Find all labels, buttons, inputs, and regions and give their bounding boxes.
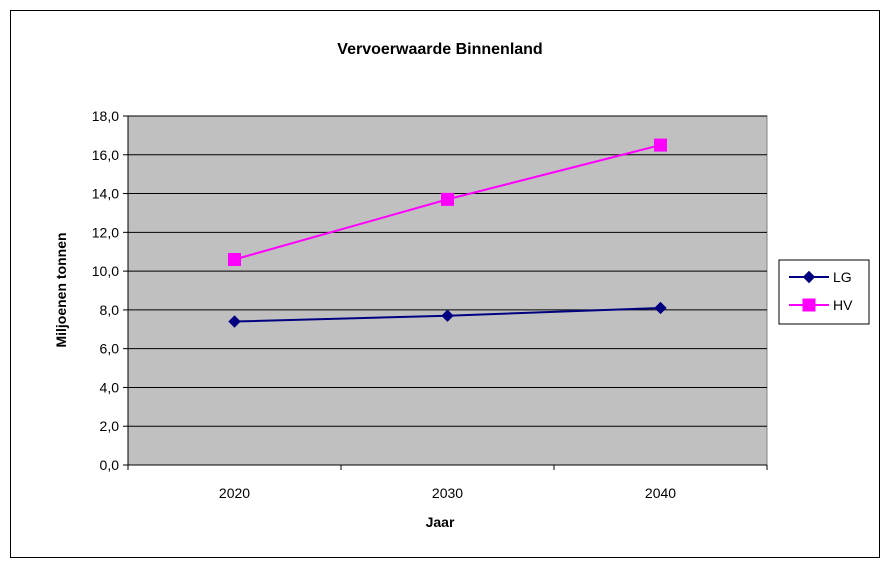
legend-marker [802, 270, 816, 284]
y-tick-label: 6,0 [100, 341, 120, 357]
series-hv [228, 138, 667, 266]
legend-marker [802, 298, 816, 312]
plot-area [127, 115, 768, 466]
axes [123, 115, 768, 470]
y-tick-label: 8,0 [100, 302, 120, 318]
data-point-hv [654, 138, 667, 152]
y-tick-label: 16,0 [92, 147, 119, 163]
x-tick-label: 2030 [432, 485, 463, 501]
legend-item-lg: LG [789, 269, 852, 285]
y-tick-label: 14,0 [92, 186, 119, 202]
data-point-lg [441, 309, 454, 322]
legend-items: LG HV [789, 269, 853, 313]
legend: LG HV [778, 259, 870, 325]
y-axis-title: Miljoenen tonnen [53, 232, 69, 347]
data-point-lg [654, 301, 667, 315]
gridlines [128, 115, 767, 427]
data-point-hv [441, 192, 454, 206]
y-tick-label: 18,0 [92, 108, 119, 124]
data-point-lg [228, 315, 241, 328]
y-tick-label: 12,0 [92, 224, 119, 240]
y-tick-label: 0,0 [100, 457, 120, 473]
series-lg [228, 301, 667, 328]
legend-item-hv: HV [789, 297, 853, 313]
x-tick-label: 2040 [645, 485, 676, 501]
x-tick-label: 2020 [219, 485, 250, 501]
y-tick-label: 4,0 [100, 379, 120, 395]
y-tick-label: 10,0 [92, 263, 119, 279]
y-tick-labels: 0,0 2,0 4,0 6,0 8,0 10,0 12,0 14,0 16,0 18,0 [92, 108, 119, 473]
data-point-hv [228, 252, 241, 266]
x-axis-title: Jaar [426, 514, 455, 530]
chart-title: Vervoerwaarde Binnenland [337, 41, 542, 58]
legend-label: HV [833, 297, 853, 313]
x-tick-labels: 2020 2030 2040 [219, 485, 676, 501]
y-tick-label: 2,0 [100, 418, 120, 434]
legend-label: LG [833, 269, 852, 285]
series-lines [228, 138, 667, 328]
legend-box [778, 259, 870, 325]
